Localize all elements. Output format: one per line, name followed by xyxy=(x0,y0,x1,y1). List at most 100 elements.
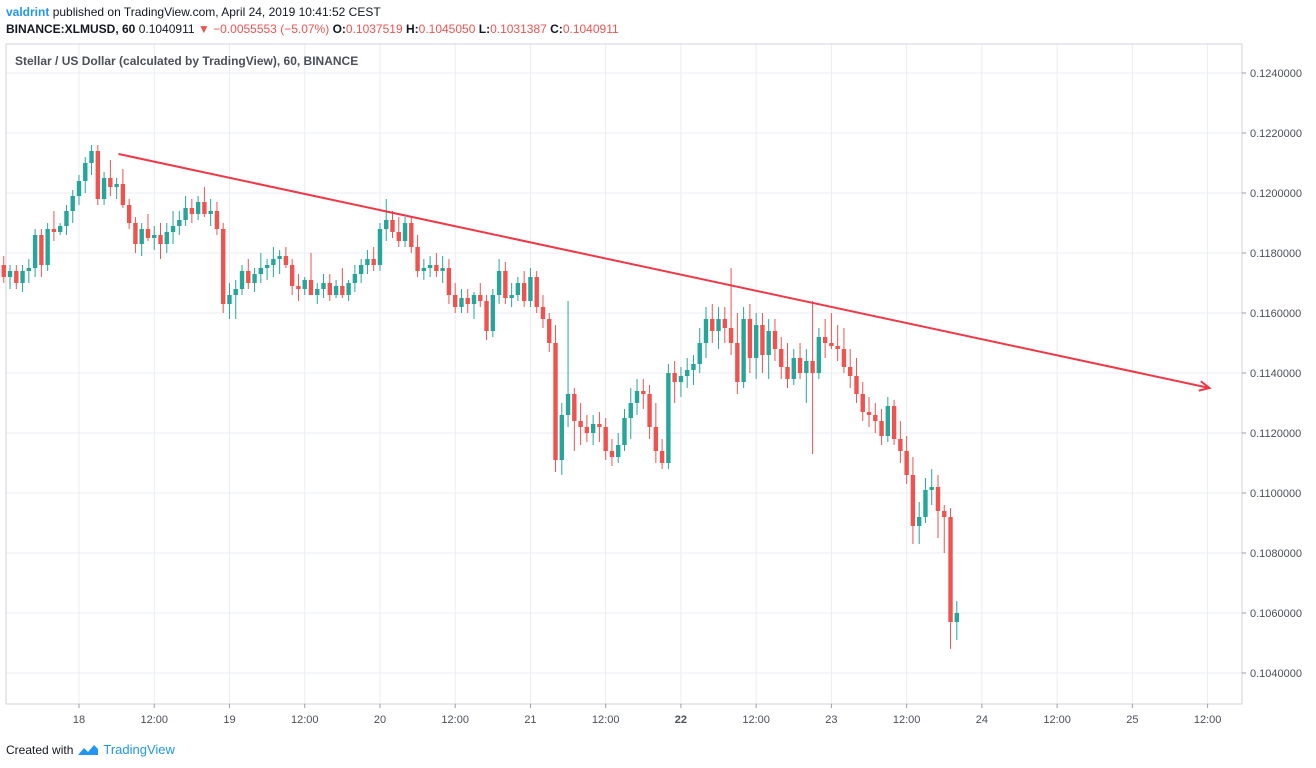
candle-body xyxy=(478,295,483,301)
candle-body xyxy=(659,451,665,463)
candle-body xyxy=(785,367,790,379)
candle-body xyxy=(521,283,527,301)
candle-body xyxy=(860,394,865,412)
open-value: 0.1037519 xyxy=(345,22,403,36)
candle-body xyxy=(289,265,295,286)
candle-body xyxy=(622,418,627,445)
candle-body xyxy=(32,235,38,268)
candle-body xyxy=(666,373,671,463)
candle-body xyxy=(929,487,934,490)
candle-body xyxy=(390,220,395,232)
down-triangle-icon: ▼ xyxy=(197,22,210,36)
candle-body xyxy=(340,286,345,295)
x-tick-label: 24 xyxy=(976,714,988,726)
candle-body xyxy=(565,394,571,415)
x-tick-label: 12:00 xyxy=(140,714,168,726)
tradingview-brand[interactable]: TradingView xyxy=(103,742,175,757)
username-link[interactable]: valdrint xyxy=(6,5,50,19)
candle-body xyxy=(208,211,213,214)
x-tick-label: 21 xyxy=(524,714,536,726)
candle-body xyxy=(45,229,50,265)
candle-body xyxy=(352,274,358,283)
candle-body xyxy=(772,331,778,349)
candle-body xyxy=(296,286,301,289)
candle-body xyxy=(51,229,57,232)
candle-body xyxy=(728,328,734,343)
candle-body xyxy=(26,268,32,271)
candle-body xyxy=(264,265,270,268)
plot-area-border xyxy=(5,43,1243,705)
candle-body xyxy=(145,229,151,238)
candle-body xyxy=(177,220,182,226)
chart-title: Stellar / US Dollar (calculated by Tradi… xyxy=(15,54,358,68)
candle-body xyxy=(239,271,245,289)
trendline-group[interactable] xyxy=(118,153,1212,392)
price-change: −0.0055553 (−5.07%) xyxy=(213,22,330,36)
candle-body xyxy=(810,361,815,373)
trendline-arrowhead[interactable] xyxy=(1198,380,1212,392)
candle-body xyxy=(459,298,464,307)
candle-body xyxy=(358,265,364,274)
candle-body xyxy=(70,196,75,211)
candle-body xyxy=(89,151,94,163)
symbol-label: BINANCE:XLMUSD, 60 xyxy=(6,22,136,36)
close-value: 0.1040911 xyxy=(562,22,619,36)
candle-body xyxy=(766,331,771,355)
candle-body xyxy=(333,286,339,295)
candle-body xyxy=(841,349,847,367)
candle-body xyxy=(534,277,539,307)
candle-body xyxy=(691,364,696,370)
candle-body xyxy=(39,235,44,265)
candle-body xyxy=(641,391,646,394)
candle-body xyxy=(384,220,389,229)
candle-body xyxy=(76,181,82,196)
candle-body xyxy=(396,232,401,241)
candle-body xyxy=(446,268,452,295)
candle-body xyxy=(628,403,633,418)
candle-body xyxy=(83,163,88,181)
candle-body xyxy=(653,427,659,451)
trendline[interactable] xyxy=(118,153,1210,389)
candle-body xyxy=(1,265,6,277)
time-axis[interactable]: 18 12:00 19 12:00 20 12:00 21 12:00 22 12:00 23 12:… xyxy=(73,704,1221,726)
candle-body xyxy=(490,295,496,331)
candle-body xyxy=(246,271,251,283)
candle-body xyxy=(710,319,715,331)
candle-body xyxy=(427,265,433,268)
y-tick-label: 0.1060000 xyxy=(1250,608,1302,620)
candle-body xyxy=(866,412,872,415)
candle-body xyxy=(885,406,891,436)
candle-body xyxy=(434,265,439,271)
candle-body xyxy=(672,373,677,382)
candle-body xyxy=(315,289,320,295)
candle-body xyxy=(559,415,564,460)
candle-body xyxy=(252,274,257,283)
candle-body xyxy=(227,295,232,304)
candle-body xyxy=(816,337,822,373)
candle-body xyxy=(409,223,414,247)
candle-body xyxy=(735,343,740,382)
candle-body xyxy=(57,226,63,232)
x-tick-label: 22 xyxy=(675,714,687,726)
candle-body xyxy=(415,247,420,271)
candle-body xyxy=(509,295,514,298)
candle-body xyxy=(484,301,489,331)
y-tick-label: 0.1140000 xyxy=(1250,368,1301,380)
footer: Created with TradingView xyxy=(6,742,175,757)
created-with-text: Created with xyxy=(6,742,74,757)
candle-body xyxy=(697,343,702,364)
candle-body xyxy=(496,271,502,295)
candle-body xyxy=(515,283,521,295)
candle-body xyxy=(233,289,238,295)
candle-body xyxy=(898,439,903,451)
candle-body xyxy=(453,295,458,307)
y-tick-label: 0.1100000 xyxy=(1250,488,1301,500)
candle-body xyxy=(747,319,753,358)
x-tick-label: 12:00 xyxy=(1194,714,1222,726)
candle-body xyxy=(948,517,953,622)
x-tick-label: 20 xyxy=(374,714,386,726)
price-axis[interactable]: 0.1240000 0.1220000 0.1200000 0.1180000 0.11… xyxy=(1242,68,1302,680)
candle-body xyxy=(503,271,508,298)
candle-body xyxy=(95,151,101,199)
